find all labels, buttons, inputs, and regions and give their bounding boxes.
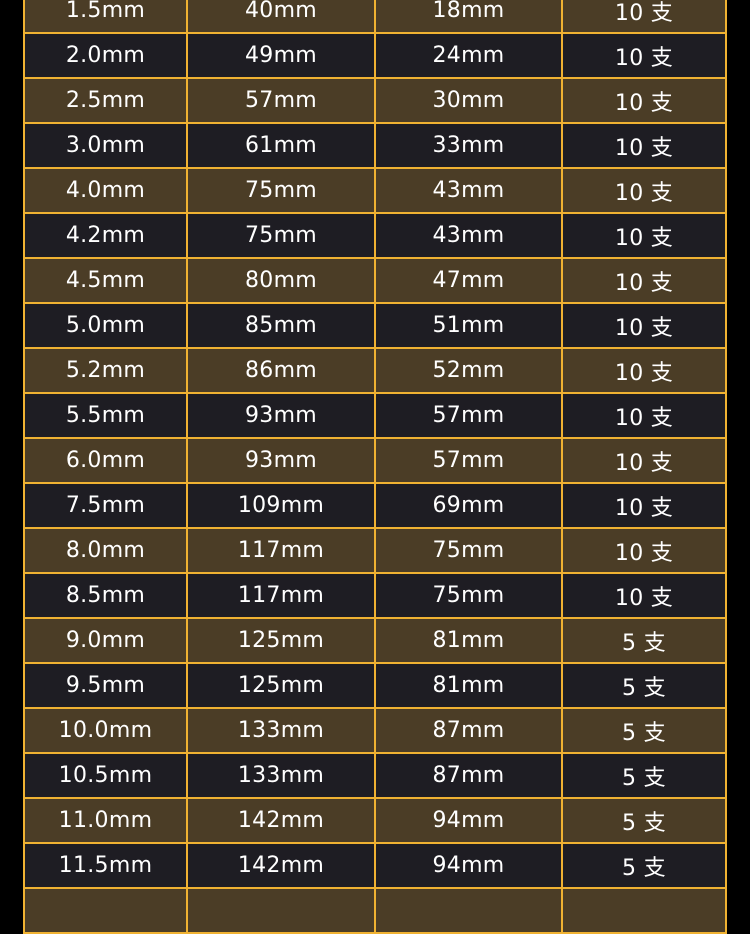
total-length-cell: 75mm	[188, 214, 374, 257]
quantity-cell: 5 支	[563, 664, 725, 707]
flute-length-cell: 87mm	[376, 754, 561, 797]
flute-length-cell: 18mm	[376, 0, 561, 32]
diameter-cell: 6.0mm	[25, 439, 186, 482]
flute-length-cell: 24mm	[376, 34, 561, 77]
total-length-cell: 61mm	[188, 124, 374, 167]
diameter-cell: 7.5mm	[25, 484, 186, 527]
flute-length-cell: 94mm	[376, 844, 561, 887]
total-length-cell: 117mm	[188, 574, 374, 617]
flute-length-cell: 33mm	[376, 124, 561, 167]
diameter-cell: 9.0mm	[25, 619, 186, 662]
diameter-cell: 5.2mm	[25, 349, 186, 392]
diameter-cell: 2.0mm	[25, 34, 186, 77]
total-length-cell: 109mm	[188, 484, 374, 527]
quantity-cell: 10 支	[563, 124, 725, 167]
flute-length-cell: 51mm	[376, 304, 561, 347]
flute-length-cell: 30mm	[376, 79, 561, 122]
flute-length-cell: 81mm	[376, 664, 561, 707]
total-length-cell: 86mm	[188, 349, 374, 392]
total-length-cell: 80mm	[188, 259, 374, 302]
flute-length-cell: 81mm	[376, 619, 561, 662]
quantity-cell: 10 支	[563, 484, 725, 527]
quantity-cell: 10 支	[563, 439, 725, 482]
quantity-cell: 10 支	[563, 259, 725, 302]
flute-length-cell: 43mm	[376, 169, 561, 212]
total-length-cell: 133mm	[188, 709, 374, 752]
flute-length-cell: 94mm	[376, 799, 561, 842]
quantity-cell: 10 支	[563, 304, 725, 347]
quantity-cell: 10 支	[563, 34, 725, 77]
total-length-cell: 142mm	[188, 844, 374, 887]
diameter-cell: 3.0mm	[25, 124, 186, 167]
spec-table: 1.5mm 40mm 18mm 10 支 2.0mm 49mm 24mm 10 支 2.5mm 5…	[23, 0, 727, 934]
diameter-cell: 10.0mm	[25, 709, 186, 752]
quantity-cell: 10 支	[563, 79, 725, 122]
total-length-cell: 125mm	[188, 664, 374, 707]
total-length-cell: 40mm	[188, 0, 374, 32]
total-length-cell: 142mm	[188, 799, 374, 842]
flute-length-cell: 87mm	[376, 709, 561, 752]
diameter-cell: 11.0mm	[25, 799, 186, 842]
flute-length-cell: 47mm	[376, 259, 561, 302]
diameter-cell: 11.5mm	[25, 844, 186, 887]
diameter-cell: 9.5mm	[25, 664, 186, 707]
diameter-cell: 4.2mm	[25, 214, 186, 257]
flute-length-cell: 69mm	[376, 484, 561, 527]
diameter-cell: 2.5mm	[25, 79, 186, 122]
diameter-cell: 1.5mm	[25, 0, 186, 32]
diameter-cell: 5.0mm	[25, 304, 186, 347]
quantity-cell: 5 支	[563, 619, 725, 662]
quantity-cell: 10 支	[563, 574, 725, 617]
quantity-cell: 5 支	[563, 799, 725, 842]
quantity-cell	[563, 889, 725, 932]
diameter-cell: 5.5mm	[25, 394, 186, 437]
flute-length-cell	[376, 889, 561, 932]
diameter-cell	[25, 889, 186, 932]
diameter-cell: 4.0mm	[25, 169, 186, 212]
flute-length-cell: 57mm	[376, 439, 561, 482]
total-length-cell: 85mm	[188, 304, 374, 347]
quantity-cell: 10 支	[563, 394, 725, 437]
total-length-cell: 133mm	[188, 754, 374, 797]
diameter-cell: 8.5mm	[25, 574, 186, 617]
total-length-cell: 57mm	[188, 79, 374, 122]
quantity-cell: 5 支	[563, 754, 725, 797]
total-length-cell: 75mm	[188, 169, 374, 212]
total-length-cell: 93mm	[188, 439, 374, 482]
quantity-cell: 10 支	[563, 0, 725, 32]
quantity-cell: 10 支	[563, 529, 725, 572]
quantity-cell: 10 支	[563, 349, 725, 392]
diameter-cell: 10.5mm	[25, 754, 186, 797]
total-length-cell: 125mm	[188, 619, 374, 662]
flute-length-cell: 52mm	[376, 349, 561, 392]
total-length-cell: 117mm	[188, 529, 374, 572]
diameter-cell: 4.5mm	[25, 259, 186, 302]
flute-length-cell: 57mm	[376, 394, 561, 437]
flute-length-cell: 75mm	[376, 574, 561, 617]
flute-length-cell: 43mm	[376, 214, 561, 257]
flute-length-cell: 75mm	[376, 529, 561, 572]
diameter-cell: 8.0mm	[25, 529, 186, 572]
quantity-cell: 5 支	[563, 709, 725, 752]
total-length-cell: 93mm	[188, 394, 374, 437]
total-length-cell: 49mm	[188, 34, 374, 77]
quantity-cell: 5 支	[563, 844, 725, 887]
quantity-cell: 10 支	[563, 169, 725, 212]
quantity-cell: 10 支	[563, 214, 725, 257]
total-length-cell	[188, 889, 374, 932]
